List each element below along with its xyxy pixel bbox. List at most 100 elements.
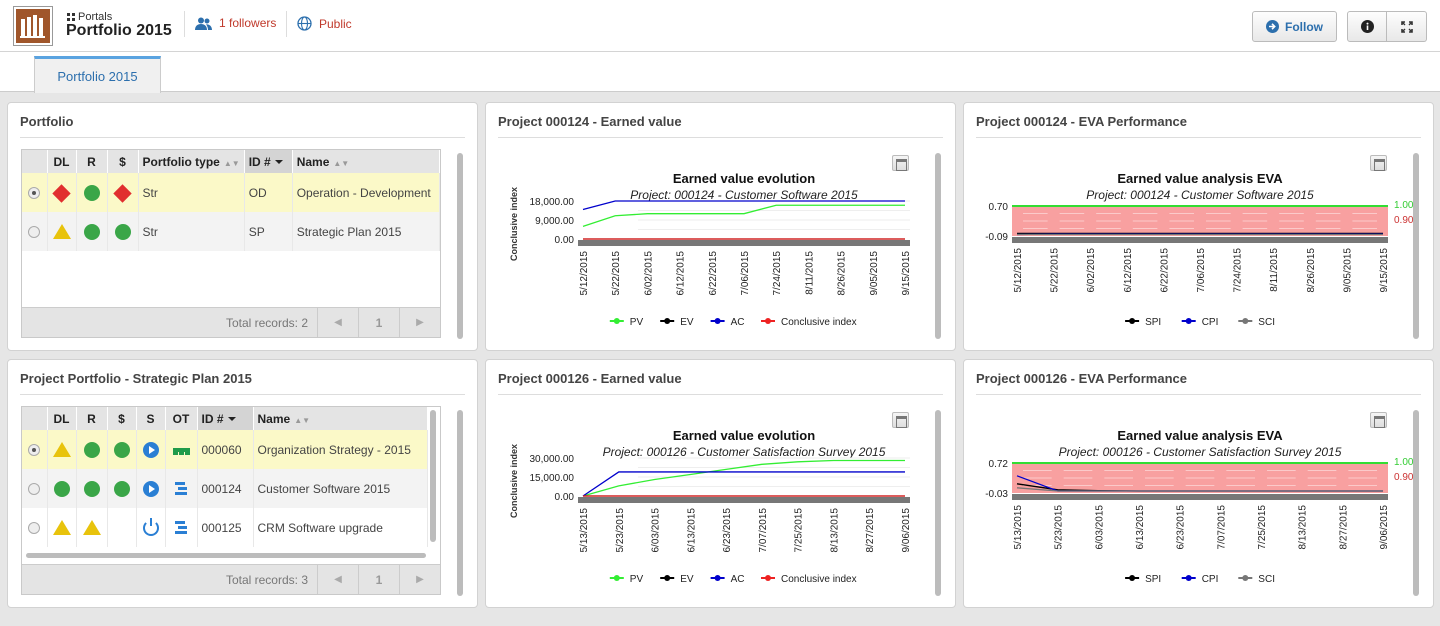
print-icon[interactable] bbox=[892, 155, 909, 171]
x-tick-label: 9/05/2015 bbox=[1342, 248, 1353, 293]
next-page-button[interactable]: ▶ bbox=[399, 565, 440, 594]
radio-selected-icon[interactable] bbox=[28, 187, 41, 200]
portals-text: Portals bbox=[78, 11, 113, 23]
column-header-portfolio-type[interactable]: Portfolio type ▲▼ bbox=[138, 150, 245, 173]
grid-footer: Total records: 3 ◀ 1 ▶ bbox=[22, 564, 440, 594]
legend-label: Conclusive index bbox=[781, 574, 857, 585]
scrollbar[interactable] bbox=[1413, 153, 1419, 339]
cost-cell bbox=[107, 430, 137, 469]
right-axis-label: 1.00 bbox=[1394, 200, 1414, 211]
legend-dot bbox=[1129, 318, 1136, 324]
x-tick-label: 8/13/2015 bbox=[1298, 505, 1309, 550]
row-select[interactable] bbox=[22, 469, 48, 508]
eva-performance-panel-000124: Project 000124 - EVA Performance Earned … bbox=[963, 102, 1434, 351]
print-icon[interactable] bbox=[1370, 412, 1387, 428]
scrollbar[interactable] bbox=[1413, 410, 1419, 596]
pager: ◀ 1 ▶ bbox=[317, 565, 440, 594]
table-row[interactable]: 000060 Organization Strategy - 2015 bbox=[22, 430, 428, 469]
y-tick-label: 18,000.00 bbox=[530, 197, 575, 208]
followers-link[interactable]: 1 followers bbox=[195, 16, 276, 30]
radio-icon[interactable] bbox=[28, 522, 41, 535]
prev-page-button[interactable]: ◀ bbox=[317, 565, 358, 594]
prev-page-button[interactable]: ◀ bbox=[317, 308, 358, 337]
portfolio-grid: DL R $ Portfolio type ▲▼ ID # Name ▲▼ Str … bbox=[21, 149, 441, 338]
row-select[interactable] bbox=[22, 212, 48, 251]
column-header-id[interactable]: ID # bbox=[244, 150, 293, 173]
table-row[interactable]: Str OD Operation - Development bbox=[22, 173, 441, 212]
legend-label: CPI bbox=[1202, 574, 1219, 585]
list-icon bbox=[173, 520, 189, 536]
x-tick-label: 6/23/2015 bbox=[722, 508, 733, 553]
name-cell: Operation - Development bbox=[292, 173, 441, 212]
id-cell: 000125 bbox=[197, 508, 254, 547]
fullscreen-button[interactable] bbox=[1387, 11, 1427, 42]
x-tick-label: 9/06/2015 bbox=[1379, 505, 1390, 550]
scrollbar[interactable] bbox=[935, 153, 941, 339]
column-header-dl[interactable]: DL bbox=[47, 150, 77, 173]
column-header-name[interactable]: Name ▲▼ bbox=[253, 407, 428, 430]
visibility-link[interactable]: Public bbox=[297, 16, 352, 31]
print-icon[interactable] bbox=[892, 412, 909, 428]
column-header-ot[interactable]: OT bbox=[165, 407, 198, 430]
y-axis-label: Conclusive index bbox=[509, 187, 519, 261]
panel-title: Project 000124 - EVA Performance bbox=[976, 114, 1187, 129]
portfolio-table: DL R $ Portfolio type ▲▼ ID # Name ▲▼ Str … bbox=[22, 150, 441, 251]
eva-chart: Earned value analysis EVA Project: 000126… bbox=[985, 428, 1414, 585]
column-header-id[interactable]: ID # bbox=[197, 407, 254, 430]
radio-icon[interactable] bbox=[28, 226, 41, 239]
strategic-plan-panel: Project Portfolio - Strategic Plan 2015 … bbox=[7, 359, 478, 608]
portals-label[interactable]: Portals bbox=[67, 11, 112, 23]
legend-dot bbox=[714, 575, 721, 581]
y-tick-label: 30,000.00 bbox=[530, 454, 575, 465]
grid-vertical-scrollbar[interactable] bbox=[430, 410, 436, 542]
column-header-cost[interactable]: $ bbox=[107, 407, 137, 430]
legend-dot bbox=[1185, 318, 1192, 324]
x-tick-label: 7/25/2015 bbox=[1257, 505, 1268, 550]
table-row[interactable]: Str SP Strategic Plan 2015 bbox=[22, 212, 441, 251]
legend-dot bbox=[1242, 318, 1249, 324]
radio-icon[interactable] bbox=[28, 483, 41, 496]
power-icon bbox=[142, 517, 159, 536]
column-label: Name bbox=[296, 154, 330, 169]
r-cell bbox=[76, 173, 108, 212]
green-circle-icon bbox=[53, 480, 70, 497]
column-header-name[interactable]: Name ▲▼ bbox=[292, 150, 441, 173]
grid-horizontal-scrollbar[interactable] bbox=[26, 553, 426, 558]
column-header-cost[interactable]: $ bbox=[107, 150, 139, 173]
column-header-s[interactable]: S bbox=[136, 407, 166, 430]
x-tick-label: 6/12/2015 bbox=[1123, 248, 1134, 293]
grid-footer: Total records: 2 ◀ 1 ▶ bbox=[22, 307, 440, 337]
table-row[interactable]: 000124 Customer Software 2015 bbox=[22, 469, 428, 508]
divider bbox=[184, 11, 185, 37]
row-select[interactable] bbox=[22, 430, 48, 469]
cost-cell bbox=[107, 469, 137, 508]
column-header-r[interactable]: R bbox=[76, 150, 108, 173]
divider bbox=[498, 394, 943, 395]
info-button[interactable] bbox=[1347, 11, 1387, 42]
column-header-r[interactable]: R bbox=[76, 407, 108, 430]
x-tick-label: 6/13/2015 bbox=[1135, 505, 1146, 550]
follow-button[interactable]: Follow bbox=[1252, 11, 1337, 42]
eva-performance-panel-000126: Project 000126 - EVA Performance Earned … bbox=[963, 359, 1434, 608]
column-header-dl[interactable]: DL bbox=[47, 407, 77, 430]
next-page-button[interactable]: ▶ bbox=[399, 308, 440, 337]
y-tick-label: 0.00 bbox=[555, 492, 575, 503]
x-axis-bar bbox=[578, 497, 910, 503]
radio-selected-icon[interactable] bbox=[28, 444, 41, 457]
follow-label: Follow bbox=[1285, 19, 1323, 34]
x-tick-label: 5/23/2015 bbox=[615, 508, 626, 553]
scrollbar[interactable] bbox=[457, 410, 463, 596]
chart-subtitle: Project: 000126 - Customer Satisfaction … bbox=[1059, 445, 1342, 459]
tab-portfolio-2015[interactable]: Portfolio 2015 bbox=[34, 56, 161, 93]
followers-count: 1 followers bbox=[219, 16, 277, 30]
panel-title: Portfolio bbox=[20, 114, 74, 129]
row-select[interactable] bbox=[22, 173, 48, 212]
globe-icon bbox=[297, 16, 312, 31]
print-icon[interactable] bbox=[1370, 155, 1387, 171]
row-select[interactable] bbox=[22, 508, 48, 547]
scrollbar[interactable] bbox=[457, 153, 463, 339]
scrollbar[interactable] bbox=[935, 410, 941, 596]
table-row[interactable]: 000125 CRM Software upgrade bbox=[22, 508, 428, 547]
legend-dot bbox=[1242, 575, 1249, 581]
x-tick-label: 7/07/2015 bbox=[1216, 505, 1227, 550]
